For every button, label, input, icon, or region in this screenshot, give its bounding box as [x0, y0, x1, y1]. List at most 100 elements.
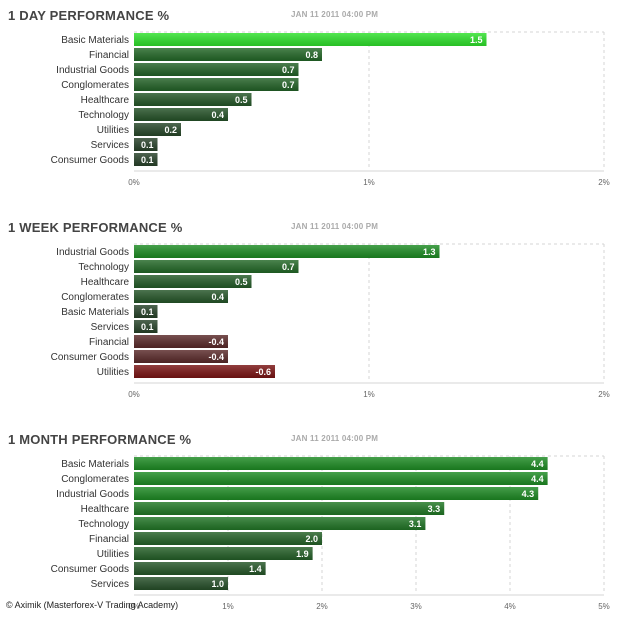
value-label: 2.0	[305, 534, 318, 544]
x-tick-label: 4%	[504, 602, 516, 611]
watermark: © Aximik (Masterforex-V Trading Academy)	[6, 600, 179, 610]
category-label: Healthcare	[81, 95, 130, 106]
x-tick-label: 2%	[598, 390, 610, 399]
bar-shading	[134, 335, 228, 348]
value-label: 0.7	[282, 65, 295, 75]
bar-shading	[134, 33, 487, 46]
value-label: 0.1	[141, 307, 154, 317]
bar-shading	[134, 108, 228, 121]
bar-shading	[134, 457, 548, 470]
category-label: Financial	[89, 50, 129, 61]
category-label: Utilities	[97, 125, 129, 136]
value-label: 1.0	[211, 579, 224, 589]
value-label: 0.5	[235, 95, 248, 105]
bar-shading	[134, 93, 252, 106]
category-label: Technology	[78, 262, 129, 273]
bar-shading	[134, 78, 299, 91]
value-label: 0.4	[211, 292, 224, 302]
value-label: 0.4	[211, 110, 224, 120]
value-label: 4.4	[531, 474, 544, 484]
category-label: Healthcare	[81, 277, 130, 288]
bar-shading	[134, 577, 228, 590]
chart-date: JAN 11 2011 04:00 PM	[291, 434, 379, 443]
value-label: 0.7	[282, 262, 295, 272]
category-label: Financial	[89, 337, 129, 348]
category-label: Consumer Goods	[51, 352, 129, 363]
value-label: -0.4	[208, 352, 224, 362]
value-label: -0.4	[208, 337, 224, 347]
bar-shading	[134, 532, 322, 545]
category-label: Basic Materials	[61, 35, 129, 46]
bar-shading	[134, 123, 181, 136]
value-label: 3.1	[409, 519, 422, 529]
chart-date: JAN 11 2011 04:00 PM	[291, 222, 379, 231]
value-label: 1.5	[470, 35, 483, 45]
bar-shading	[134, 472, 548, 485]
category-label: Industrial Goods	[56, 65, 129, 76]
x-tick-label: 5%	[598, 602, 610, 611]
bar-shading	[134, 502, 445, 515]
category-label: Conglomerates	[61, 80, 129, 91]
chart-1-day: 0% 1% 2% Basic Materials 1.5 Financial 0.8 Indu…	[51, 31, 610, 187]
chart-title: 1 WEEK PERFORMANCE %	[8, 220, 183, 235]
value-label: 3.3	[428, 504, 441, 514]
bar-shading	[134, 562, 266, 575]
bar-shading	[134, 320, 158, 333]
x-tick-label: 1%	[363, 178, 375, 187]
x-tick-label: 2%	[598, 178, 610, 187]
grid	[134, 31, 605, 172]
category-label: Financial	[89, 534, 129, 545]
value-label: 1.9	[296, 549, 309, 559]
chart-1-month: 0% 1% 2% 3% 4% 5% Basic Materials 4.4 Conglomera…	[51, 455, 610, 611]
bar-shading	[134, 153, 158, 166]
chart-title: 1 DAY PERFORMANCE %	[8, 8, 170, 23]
x-tick-label: 2%	[316, 602, 328, 611]
category-label: Conglomerates	[61, 292, 129, 303]
category-label: Technology	[78, 110, 129, 121]
x-tick-label: 1%	[222, 602, 234, 611]
category-label: Industrial Goods	[56, 247, 129, 258]
bar-shading	[134, 487, 539, 500]
bar-shading	[134, 290, 228, 303]
x-tick-label: 0%	[128, 390, 140, 399]
bar-shading	[134, 305, 158, 318]
value-label: 1.4	[249, 564, 262, 574]
bar-shading	[134, 260, 299, 273]
bar-shading	[134, 350, 228, 363]
value-label: 0.2	[164, 125, 177, 135]
chart-date: JAN 11 2011 04:00 PM	[291, 10, 379, 19]
value-label: 4.4	[531, 459, 544, 469]
bar-shading	[134, 365, 275, 378]
value-label: 1.3	[423, 247, 436, 257]
category-label: Utilities	[97, 549, 129, 560]
bar-shading	[134, 63, 299, 76]
x-tick-label: 0%	[128, 178, 140, 187]
grid	[134, 243, 605, 384]
category-label: Basic Materials	[61, 459, 129, 470]
value-label: 0.1	[141, 155, 154, 165]
category-label: Services	[91, 579, 129, 590]
value-label: 0.1	[141, 322, 154, 332]
category-label: Services	[91, 140, 129, 151]
value-label: 0.8	[305, 50, 318, 60]
chart-title: 1 MONTH PERFORMANCE %	[8, 432, 192, 447]
category-label: Basic Materials	[61, 307, 129, 318]
bar-shading	[134, 138, 158, 151]
bar-shading	[134, 48, 322, 61]
bar-shading	[134, 275, 252, 288]
category-label: Technology	[78, 519, 129, 530]
value-label: 0.1	[141, 140, 154, 150]
category-label: Healthcare	[81, 504, 130, 515]
bar-shading	[134, 517, 426, 530]
value-label: 0.7	[282, 80, 295, 90]
bar-shading	[134, 547, 313, 560]
x-tick-label: 0%	[128, 602, 140, 611]
category-label: Services	[91, 322, 129, 333]
value-label: 4.3	[522, 489, 535, 499]
category-label: Consumer Goods	[51, 155, 129, 166]
category-label: Consumer Goods	[51, 564, 129, 575]
category-label: Conglomerates	[61, 474, 129, 485]
value-label: 0.5	[235, 277, 248, 287]
category-label: Industrial Goods	[56, 489, 129, 500]
chart-1-week: 0% 1% 2% Industrial Goods 1.3 Technology 0.7 He…	[51, 243, 610, 399]
